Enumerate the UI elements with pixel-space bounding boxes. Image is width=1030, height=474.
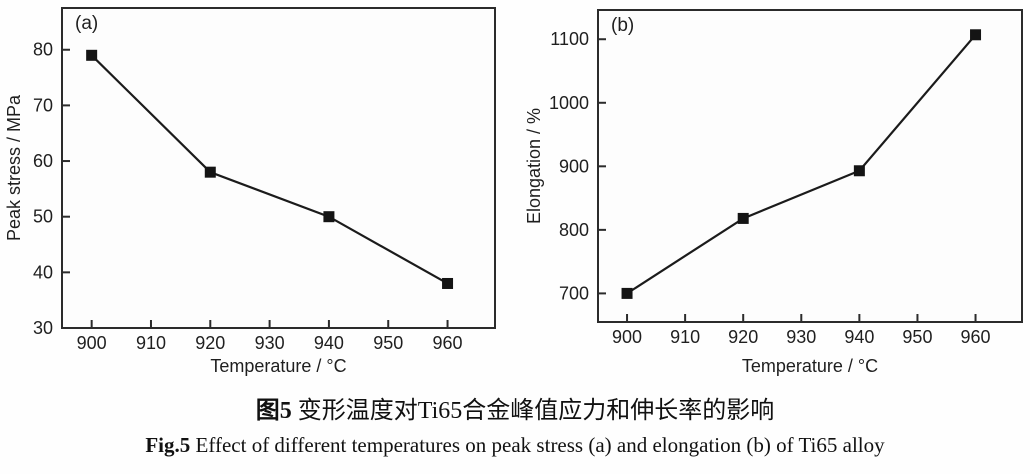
y-axis-title: Peak stress / MPa xyxy=(4,94,24,241)
y-tick-label: 700 xyxy=(559,283,589,303)
y-tick-label: 1000 xyxy=(549,93,589,113)
y-tick-label: 70 xyxy=(33,95,53,115)
caption-english-text: Effect of different temperatures on peak… xyxy=(190,433,885,457)
y-tick-label: 30 xyxy=(33,318,53,338)
x-axis-title: Temperature / °C xyxy=(742,356,878,376)
x-tick-label: 910 xyxy=(670,327,700,347)
caption-chinese-text: 变形温度对Ti65合金峰值应力和伸长率的影响 xyxy=(291,398,775,424)
y-tick-label: 40 xyxy=(33,262,53,282)
y-tick-label: 50 xyxy=(33,207,53,227)
data-point-marker xyxy=(970,29,982,41)
x-tick-label: 920 xyxy=(728,327,758,347)
data-point-marker xyxy=(204,166,216,178)
caption-chinese: 图5 变形温度对Ti65合金峰值应力和伸长率的影响 xyxy=(0,394,1030,428)
data-line xyxy=(626,34,977,295)
x-axis-title: Temperature / °C xyxy=(210,356,346,376)
figure-caption: 图5 变形温度对Ti65合金峰值应力和伸长率的影响 Fig.5 Effect o… xyxy=(0,394,1030,462)
data-line xyxy=(90,54,449,285)
caption-chinese-figure-number: 图5 xyxy=(255,398,292,424)
y-tick-label: 60 xyxy=(33,151,53,171)
x-tick-label: 930 xyxy=(786,327,816,347)
x-tick-label: 960 xyxy=(433,333,463,353)
panel-label: (a) xyxy=(75,13,98,34)
data-point-marker xyxy=(323,211,335,223)
y-tick-label: 1100 xyxy=(550,29,589,49)
caption-english: Fig.5 Effect of different temperatures o… xyxy=(0,428,1030,462)
x-tick-label: 900 xyxy=(77,333,107,353)
y-tick-label: 80 xyxy=(33,40,53,60)
x-tick-label: 910 xyxy=(136,333,166,353)
chart-elongation: 900 910 920 930 940 950 960 700 800 900 1000 1100 (b… xyxy=(524,9,1023,376)
plot-border xyxy=(61,7,496,329)
chart-peak-stress: 900 910 920 930 940 950 960 30 40 50 60 70 80 (a) Temp… xyxy=(4,7,496,376)
x-tick-label: 950 xyxy=(373,333,403,353)
x-tick-label: 920 xyxy=(195,333,225,353)
data-point-marker xyxy=(621,287,633,299)
x-tick-label: 940 xyxy=(844,327,874,347)
x-tick-label: 930 xyxy=(255,333,285,353)
x-tick-label: 900 xyxy=(612,327,642,347)
panel-label: (b) xyxy=(611,15,634,36)
y-axis-title: Elongation / % xyxy=(524,108,544,224)
data-point-marker xyxy=(737,212,749,224)
data-point-marker xyxy=(442,277,454,289)
plot-border xyxy=(597,9,1023,323)
data-point-marker xyxy=(853,165,865,177)
x-tick-label: 960 xyxy=(961,327,991,347)
caption-english-figure-number: Fig.5 xyxy=(145,433,191,457)
data-point-marker xyxy=(86,49,98,61)
x-tick-label: 950 xyxy=(902,327,932,347)
y-tick-label: 800 xyxy=(559,220,589,240)
x-tick-label: 940 xyxy=(314,333,344,353)
y-tick-label: 900 xyxy=(559,156,589,176)
